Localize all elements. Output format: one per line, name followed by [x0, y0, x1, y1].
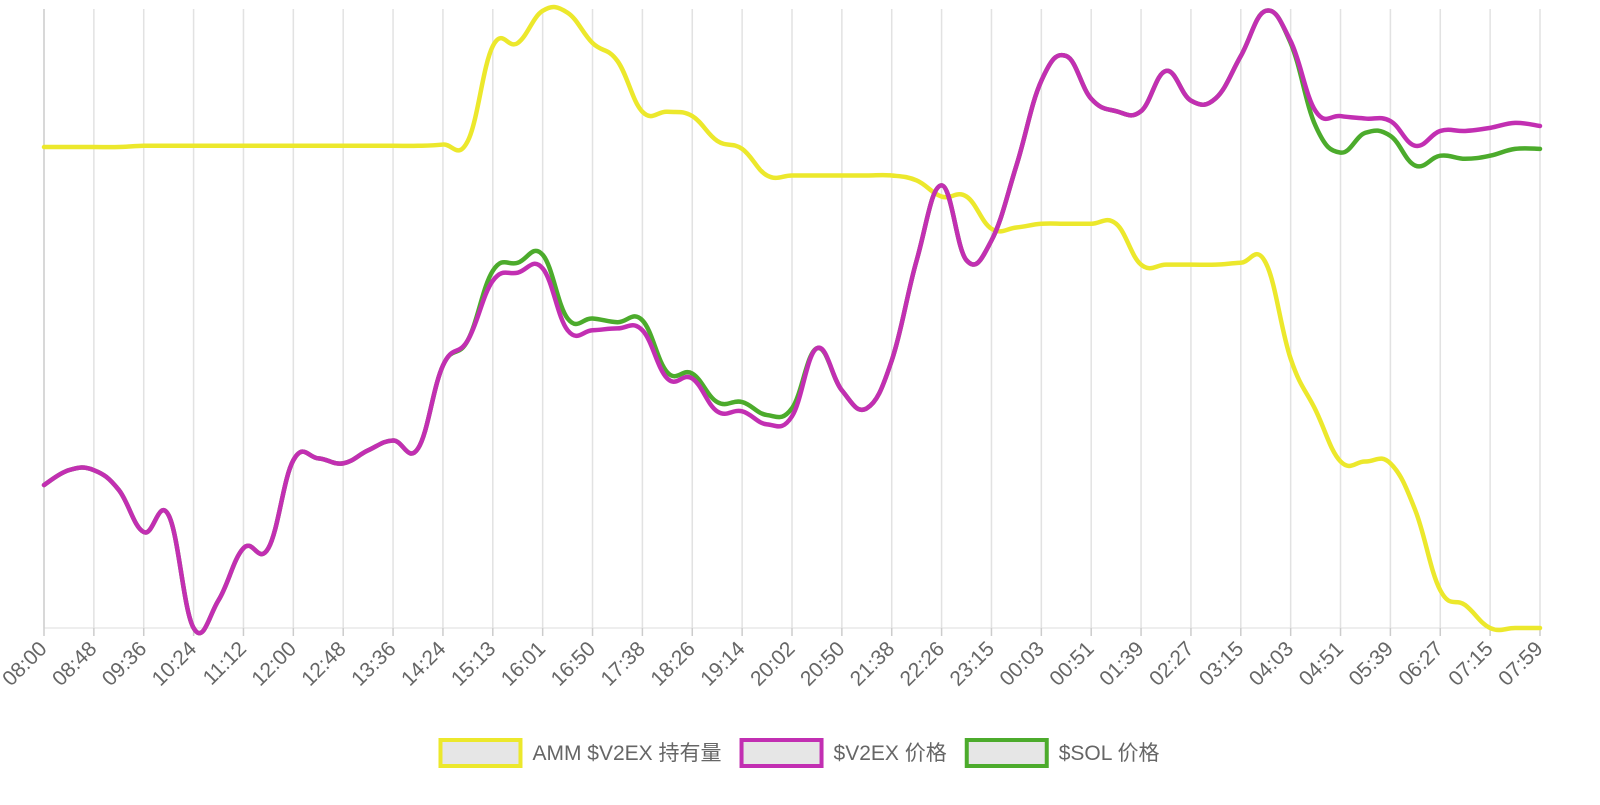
x-tick-label: 02:27: [1145, 637, 1198, 690]
x-tick-label: 22:26: [896, 637, 949, 690]
x-tick-label: 00:03: [995, 637, 1048, 690]
x-tick-label: 15:13: [447, 637, 500, 690]
legend-swatch: [438, 738, 523, 768]
x-tick-label: 19:14: [696, 637, 750, 691]
lines: [41, 4, 1543, 636]
legend-item: $SOL 价格: [964, 738, 1160, 768]
legend-label: $SOL 价格: [1059, 742, 1160, 765]
x-tick-label: 04:03: [1245, 637, 1298, 690]
legend-label: AMM $V2EX 持有量: [532, 742, 721, 765]
x-tick-label: 03:15: [1195, 637, 1248, 690]
x-tick-label: 21:38: [846, 637, 899, 690]
x-tick-label: 14:24: [397, 637, 451, 691]
legend-item: AMM $V2EX 持有量: [438, 738, 722, 768]
legend-label: $V2EX 价格: [834, 742, 947, 765]
x-tick-label: 23:15: [946, 637, 999, 690]
x-tick-label: 04:51: [1295, 637, 1348, 690]
line: [41, 4, 1543, 633]
x-tick-label: 11:12: [199, 637, 251, 689]
line: [41, 8, 1543, 636]
legend: AMM $V2EX 持有量 $V2EX 价格 $SOL 价格: [438, 738, 1160, 768]
x-tick-label: 09:36: [98, 637, 151, 690]
x-tick-label: 07:59: [1494, 637, 1547, 690]
x-tick-label: 12:00: [247, 637, 300, 690]
legend-swatch: [739, 738, 824, 768]
x-tick-label: 08:00: [0, 637, 52, 690]
x-tick-label: 18:26: [646, 637, 699, 690]
x-tick-label: 16:50: [547, 637, 600, 690]
x-tick-label: 00:51: [1045, 637, 1098, 690]
x-tick-label: 01:39: [1095, 637, 1148, 690]
x-tick-label: 20:50: [796, 637, 849, 690]
x-tick-label: 05:39: [1345, 637, 1398, 690]
x-tick-label: 06:27: [1394, 637, 1447, 690]
x-tick-label: 17:38: [597, 637, 650, 690]
x-tick-label: 13:36: [347, 637, 400, 690]
x-tick-label: 08:48: [48, 637, 101, 690]
x-tick-label: 10:24: [148, 637, 202, 691]
legend-swatch: [964, 738, 1049, 768]
x-tick-label: 07:15: [1444, 637, 1497, 690]
x-tick-label: 12:48: [297, 637, 350, 690]
x-tick-label: 16:01: [497, 637, 550, 690]
legend-item: $V2EX 价格: [739, 738, 947, 768]
x-tick-label: 20:02: [746, 637, 799, 690]
